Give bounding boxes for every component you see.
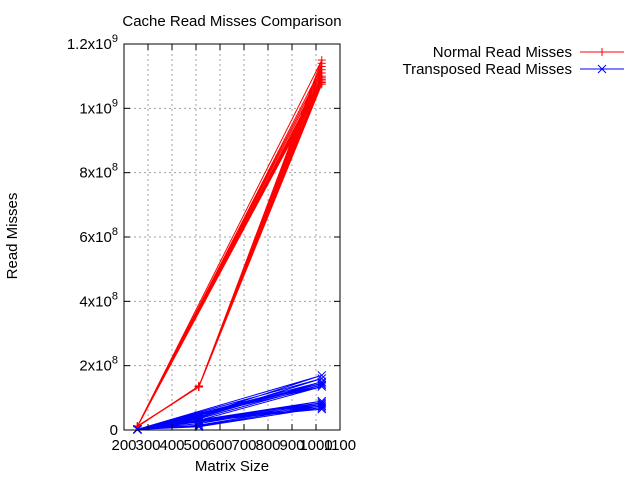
y-tick-label: 0	[110, 422, 118, 439]
data-point	[317, 403, 327, 412]
data-point	[317, 401, 327, 411]
y-tick-label: 2x108	[79, 355, 118, 375]
series-line	[136, 59, 323, 429]
x-tick-label: 300	[135, 437, 160, 454]
x-tick-label: 400	[159, 437, 184, 454]
x-tick-label: 1100	[324, 437, 356, 454]
y-axis-label: Read Misses	[4, 193, 21, 280]
series-line	[137, 374, 322, 430]
data-point	[317, 382, 327, 391]
y-axis: 0 2x108 4x108 6x108 8x108 1x109 1.2x109	[67, 33, 340, 439]
series-layer	[133, 56, 327, 434]
x-tick-label: 1000	[299, 437, 332, 454]
series-normal	[133, 56, 326, 431]
data-point	[194, 416, 204, 426]
data-point	[317, 379, 327, 388]
data-point	[317, 59, 326, 68]
legend-marker	[597, 64, 607, 74]
y-tick-label: 1x109	[79, 97, 118, 117]
series-transposed	[133, 370, 327, 434]
data-point	[317, 370, 327, 380]
data-point	[194, 382, 203, 391]
x-tick-label: 500	[183, 437, 208, 454]
legend-label: Transposed Read Misses	[402, 61, 572, 78]
data-point	[317, 404, 327, 414]
y-tick-label: 8x108	[79, 162, 118, 182]
grid	[124, 44, 340, 430]
data-point	[317, 72, 326, 81]
data-point	[317, 380, 327, 390]
x-axis-label: Matrix Size	[195, 458, 269, 475]
x-tick-label: 900	[279, 437, 304, 454]
x-tick-label: 800	[255, 437, 280, 454]
legend-label: Normal Read Misses	[433, 44, 572, 61]
x-tick-label: 200	[111, 437, 136, 454]
x-tick-label: 700	[231, 437, 256, 454]
y-tick-label: 6x108	[79, 226, 118, 246]
y-tick-label: 4x108	[79, 290, 118, 310]
legend-marker	[598, 48, 606, 56]
y-tick-label: 1.2x109	[67, 33, 118, 53]
x-tick-label: 600	[207, 437, 232, 454]
chart-title: Cache Read Misses Comparison	[122, 13, 341, 30]
data-point	[133, 425, 142, 434]
